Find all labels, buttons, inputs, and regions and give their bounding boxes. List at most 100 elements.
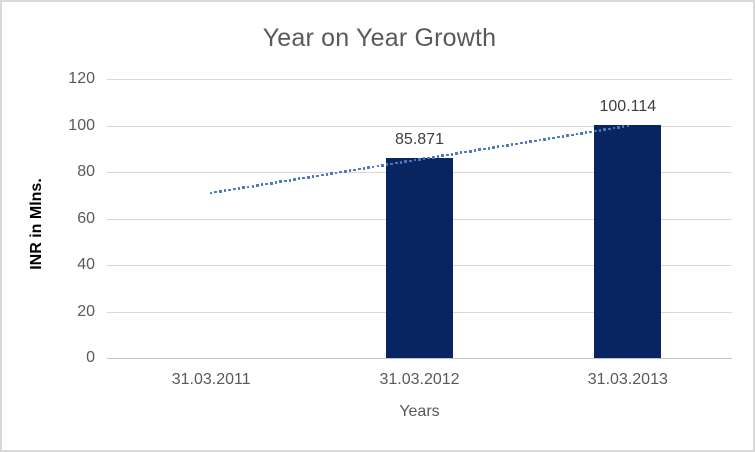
trendline-dot: [348, 169, 352, 172]
trendline-dot: [390, 162, 394, 166]
trendline-dot: [543, 138, 546, 141]
y-tick-label: 120: [68, 70, 95, 87]
trendline-dot: [362, 167, 366, 170]
trendline-dot: [219, 190, 222, 193]
trendline-dot: [427, 156, 431, 160]
trendline-dot: [459, 151, 463, 155]
trendline-dot: [399, 161, 403, 164]
trendline-dot: [279, 180, 282, 184]
y-tick-label: 80: [77, 163, 95, 180]
y-tick-label: 100: [68, 116, 95, 134]
trendline-dot: [445, 153, 449, 157]
trendline-dot: [418, 158, 421, 161]
trendline-dot: [580, 132, 583, 135]
trendline-dot: [311, 175, 315, 178]
trendline-dot: [330, 172, 333, 175]
bar-31.03.2012: [386, 158, 453, 358]
gridline: [107, 125, 732, 127]
trendline-dot: [288, 178, 292, 182]
trendline-dot: [367, 166, 370, 169]
trendline-dot: [603, 128, 606, 131]
trendline-dot: [381, 164, 384, 167]
trendline-dot: [473, 149, 477, 152]
trendline-dot: [339, 170, 343, 174]
trendline-dot: [395, 161, 398, 165]
trendline-dot: [353, 168, 356, 172]
x-axis-title: Years: [399, 403, 440, 420]
trendline-dot: [626, 124, 630, 128]
trendline-dot: [547, 137, 551, 140]
trendline-dot: [302, 176, 306, 180]
trendline-dot: [570, 133, 574, 137]
trendline-dot: [307, 176, 310, 179]
trendline-dot: [293, 178, 296, 181]
trendline-dot: [455, 152, 458, 155]
trendline-dot: [515, 142, 519, 146]
trendline-dot: [483, 147, 486, 151]
trendline-dot: [621, 125, 625, 128]
trendline-dot: [214, 190, 218, 194]
trendline-dot: [260, 183, 264, 187]
trendline-dot: [566, 134, 569, 137]
trendline-dot: [316, 174, 319, 178]
trendline-dot: [237, 187, 241, 190]
y-tick-label: 0: [86, 349, 95, 366]
y-tick-label: 20: [77, 302, 95, 320]
trendline-dot: [533, 139, 537, 143]
trendline-dot: [422, 157, 426, 160]
trendline-dot: [612, 126, 616, 130]
trendline-dot: [256, 184, 259, 187]
trendline-dot: [524, 141, 528, 144]
trendline-dot: [274, 181, 278, 184]
y-tick-label: 40: [77, 256, 95, 273]
trendline-dot: [404, 160, 407, 163]
trendline-dot: [538, 138, 542, 142]
trendline-dot: [246, 185, 250, 189]
x-tick-label: 31.03.2012: [379, 371, 460, 388]
trendline-dot: [233, 187, 236, 191]
trendline-dot: [385, 163, 389, 166]
trendline-dot: [251, 184, 255, 188]
trendline-dot: [371, 165, 375, 169]
trendline-dot: [432, 155, 435, 159]
trendline-dot: [325, 173, 329, 176]
trendline-dot: [469, 149, 472, 153]
trendline-dot: [594, 129, 597, 133]
trendline-dot: [265, 182, 269, 186]
trendline-dot: [552, 136, 556, 140]
trendline-dot: [270, 181, 273, 185]
trendline-dot: [376, 164, 380, 168]
y-tick-label: 60: [77, 209, 95, 227]
x-tick-label: 31.03.2011: [171, 371, 251, 388]
trendline-dot: [557, 135, 560, 139]
trendline-dot: [575, 132, 579, 136]
trendline-dot: [501, 144, 505, 148]
trendline-dot: [510, 143, 514, 146]
trendline-dot: [589, 130, 593, 134]
bar-value-label: 85.871: [395, 131, 444, 149]
trendline-dot: [344, 170, 347, 173]
x-tick-label: 31.03.2013: [587, 371, 668, 388]
trendline-dot: [520, 141, 523, 145]
trendline-dot: [228, 188, 231, 192]
trendline-dot: [408, 159, 412, 163]
trendline-dot: [320, 173, 324, 177]
trendline-dot: [436, 155, 440, 158]
x-axis-line: [107, 358, 732, 359]
bar-value-label: 100.114: [599, 98, 657, 116]
trendline-dot: [608, 127, 611, 131]
trendline-dot: [441, 154, 444, 158]
trendline-dot: [487, 146, 491, 150]
trendline-dot: [358, 167, 361, 171]
trendline-dot: [223, 189, 227, 192]
bar-31.03.2013: [594, 125, 662, 358]
trendline-dot: [561, 135, 565, 138]
trendline-dot: [450, 152, 454, 156]
trendline-dot: [584, 131, 588, 134]
trendline-dot: [334, 171, 338, 175]
trendline-dot: [209, 191, 213, 195]
trendline-dot: [492, 146, 495, 149]
chart-title: Year on Year Growth: [262, 24, 497, 52]
trendline-dot: [413, 158, 417, 162]
